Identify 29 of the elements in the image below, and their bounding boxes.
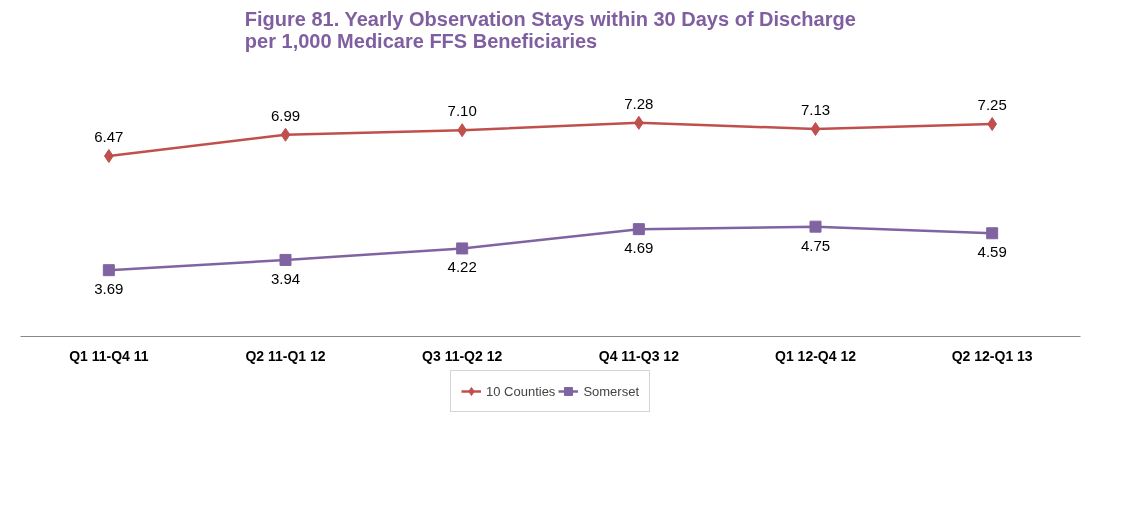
- x-tick-label: Q3 11-Q2 12: [422, 347, 503, 364]
- x-tick-label: Q1 12-Q4 12: [775, 347, 857, 364]
- x-tick-label: Q2 12-Q1 13: [951, 347, 1033, 364]
- data-label: 6.99: [270, 106, 301, 124]
- x-tick-label: Q2 11-Q1 12: [245, 347, 326, 364]
- data-label: 4.22: [447, 258, 477, 276]
- point: [280, 127, 291, 142]
- legend-label: Somerset: [583, 383, 640, 399]
- chart-title: Figure 81. Yearly Observation Stays within 30 Days of Discharge per 1,000 Medicare FFS Beneficiaries: [244, 7, 856, 52]
- point: [102, 264, 115, 277]
- data-label: 4.59: [977, 243, 1007, 261]
- legend-label: 10 Counties: [485, 383, 556, 399]
- x-tick-label: Q1 11-Q4 11: [69, 347, 149, 364]
- data-label: 6.47: [94, 128, 124, 146]
- data-label: 7.10: [447, 102, 477, 120]
- data-label: 7.25: [977, 96, 1007, 114]
- point: [809, 220, 822, 233]
- data-label: 4.75: [800, 236, 831, 254]
- x-tick-label: Q4 11-Q3 12: [598, 347, 680, 364]
- data-label: 4.69: [624, 239, 654, 257]
- data-label: 3.94: [270, 269, 301, 287]
- data-label: 7.13: [800, 100, 831, 118]
- data-label: 3.69: [94, 280, 124, 298]
- point: [456, 242, 469, 255]
- point: [810, 121, 821, 136]
- point: [279, 253, 292, 266]
- data-label: 7.28: [624, 94, 654, 112]
- point: [632, 223, 645, 236]
- point: [986, 227, 999, 240]
